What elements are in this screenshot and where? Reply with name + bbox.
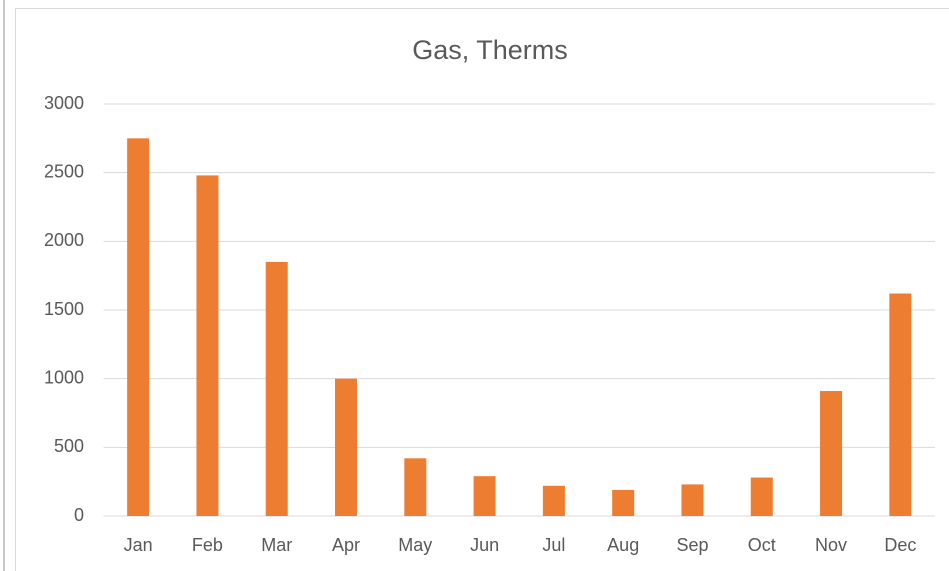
x-tick-label: Sep	[676, 535, 708, 555]
y-tick-label: 500	[54, 436, 84, 456]
y-tick-label: 2000	[44, 230, 84, 250]
x-tick-label: Apr	[332, 535, 360, 555]
bar	[612, 489, 635, 516]
bar	[542, 485, 565, 516]
x-tick-label: Aug	[607, 535, 639, 555]
bar	[335, 378, 358, 516]
y-tick-label: 3000	[44, 93, 84, 113]
y-tick-label: 1000	[44, 367, 84, 387]
bar	[750, 477, 773, 516]
y-tick-label: 0	[74, 505, 84, 525]
bar	[196, 175, 219, 516]
bar	[265, 261, 288, 516]
y-tick-label: 2500	[44, 161, 84, 181]
chart-frame	[15, 8, 949, 571]
chart-title: Gas, Therms	[412, 35, 568, 65]
bar	[473, 476, 496, 516]
bar	[820, 391, 843, 516]
y-tick-label: 1500	[44, 299, 84, 319]
x-tick-label: Feb	[192, 535, 223, 555]
x-tick-label: Jun	[470, 535, 499, 555]
x-tick-label: Jan	[124, 535, 153, 555]
bar	[404, 458, 427, 516]
bar	[681, 484, 704, 516]
x-tick-label: Oct	[748, 535, 776, 555]
bar	[889, 293, 912, 516]
x-tick-label: Nov	[815, 535, 847, 555]
x-tick-label: Dec	[884, 535, 916, 555]
x-tick-label: Jul	[542, 535, 565, 555]
x-tick-label: May	[398, 535, 432, 555]
bar	[127, 138, 150, 517]
x-tick-label: Mar	[261, 535, 292, 555]
